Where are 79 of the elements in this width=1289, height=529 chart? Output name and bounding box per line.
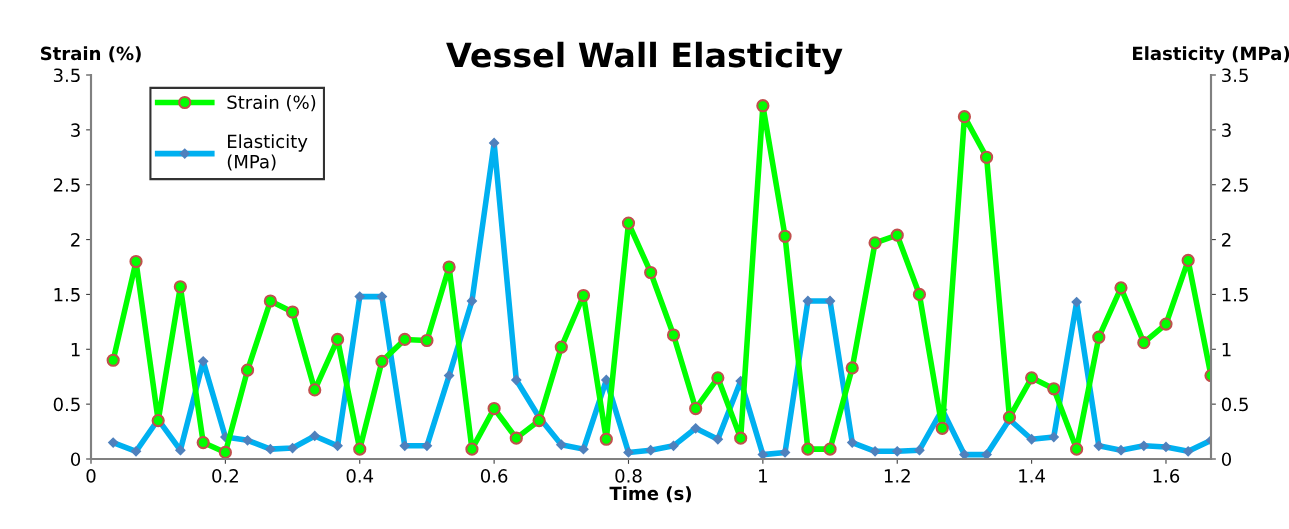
x-axis-title: Time (s) bbox=[609, 486, 691, 503]
point bbox=[621, 216, 636, 230]
y2-axis-title: Elasticity (MPa) bbox=[1133, 46, 1289, 64]
point bbox=[308, 383, 322, 397]
point bbox=[173, 280, 187, 294]
y-tick-label: 3 bbox=[71, 123, 80, 137]
point bbox=[935, 421, 949, 435]
point bbox=[330, 332, 345, 347]
point bbox=[756, 99, 770, 113]
point bbox=[442, 260, 456, 274]
point bbox=[689, 401, 703, 416]
point bbox=[957, 110, 972, 124]
point bbox=[890, 228, 904, 242]
point bbox=[666, 328, 681, 342]
point bbox=[1047, 382, 1061, 396]
point bbox=[711, 371, 725, 385]
point bbox=[1092, 330, 1106, 344]
point bbox=[375, 354, 389, 368]
point bbox=[532, 414, 546, 428]
point bbox=[1070, 442, 1084, 456]
point bbox=[1137, 336, 1151, 350]
y-tick-label: 0 bbox=[70, 452, 81, 467]
y-tick-label: 2.5 bbox=[53, 178, 80, 192]
x-tick-label: 0 bbox=[86, 469, 96, 483]
point bbox=[487, 401, 501, 416]
x-tick-label: 0.2 bbox=[212, 469, 238, 483]
x-tick-label: 1.4 bbox=[1019, 469, 1045, 483]
chart-title: Vessel Wall Elasticity bbox=[446, 41, 843, 75]
point bbox=[106, 353, 120, 367]
y-axis-title: Strain (%) bbox=[40, 46, 141, 63]
y2-tick-label: 0 bbox=[1221, 452, 1232, 467]
point bbox=[263, 294, 277, 308]
point bbox=[980, 150, 994, 164]
point bbox=[778, 229, 792, 243]
point bbox=[398, 332, 412, 347]
y-tick-label: 3.5 bbox=[53, 68, 80, 83]
y2-tick-label: 1.5 bbox=[1222, 288, 1248, 302]
point bbox=[129, 254, 143, 269]
y2-tick-label: 3 bbox=[1222, 123, 1231, 137]
point bbox=[240, 363, 255, 377]
point bbox=[576, 288, 591, 303]
x-tick-label: 0.8 bbox=[615, 469, 642, 483]
point bbox=[1159, 317, 1173, 331]
point bbox=[420, 333, 434, 348]
x-tick-label: 0.4 bbox=[346, 469, 374, 483]
point bbox=[868, 236, 882, 250]
y2-tick-label: 2.5 bbox=[1222, 178, 1248, 192]
x-tick-label: 1.6 bbox=[1153, 469, 1180, 483]
point bbox=[353, 442, 367, 456]
point bbox=[912, 287, 927, 302]
y2-tick-label: 0.5 bbox=[1221, 397, 1248, 412]
point bbox=[734, 431, 748, 445]
y-tick-label: 1.5 bbox=[54, 288, 80, 302]
point bbox=[599, 432, 613, 446]
y2-tick-label: 2 bbox=[1222, 233, 1231, 247]
point bbox=[509, 431, 523, 445]
point bbox=[196, 435, 210, 450]
y-tick-label: 2 bbox=[71, 233, 80, 247]
point bbox=[1002, 410, 1017, 424]
point bbox=[644, 265, 658, 280]
x-tick-label: 1.2 bbox=[884, 469, 910, 483]
y2-tick-label: 3.5 bbox=[1222, 68, 1248, 83]
point bbox=[554, 340, 568, 354]
point bbox=[465, 442, 479, 456]
y-tick-label: 1 bbox=[71, 342, 80, 357]
point bbox=[1114, 281, 1128, 295]
point bbox=[823, 442, 837, 456]
x-tick-label: 1 bbox=[759, 469, 767, 483]
point bbox=[1025, 371, 1039, 385]
legend-label: Strain (%) bbox=[227, 95, 316, 112]
y2-tick-label: 1 bbox=[1222, 342, 1231, 357]
legend-label: Elasticity (MPa) bbox=[227, 134, 308, 171]
point bbox=[845, 361, 859, 375]
point bbox=[1181, 253, 1195, 268]
point bbox=[285, 305, 300, 319]
x-tick-label: 0.6 bbox=[480, 469, 508, 483]
point bbox=[218, 445, 232, 459]
point bbox=[801, 442, 815, 456]
y-tick-label: 0.5 bbox=[53, 397, 80, 412]
